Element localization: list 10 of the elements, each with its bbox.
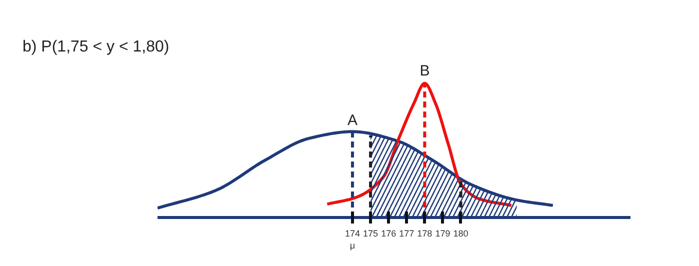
- x-tick-label: 180: [453, 228, 468, 238]
- x-tick-label: 175: [363, 228, 378, 238]
- x-tick-label: 178: [417, 228, 432, 238]
- x-tick-label: 174 μ: [344, 228, 360, 250]
- x-tick-label: 176: [381, 228, 396, 238]
- annotation: B: [420, 62, 430, 80]
- annotation: A: [347, 112, 358, 129]
- x-tick-label: 179: [435, 228, 450, 238]
- x-tick-label: 177: [399, 228, 414, 238]
- chart-title: b) P(1,75 < y < 1,80): [22, 38, 170, 56]
